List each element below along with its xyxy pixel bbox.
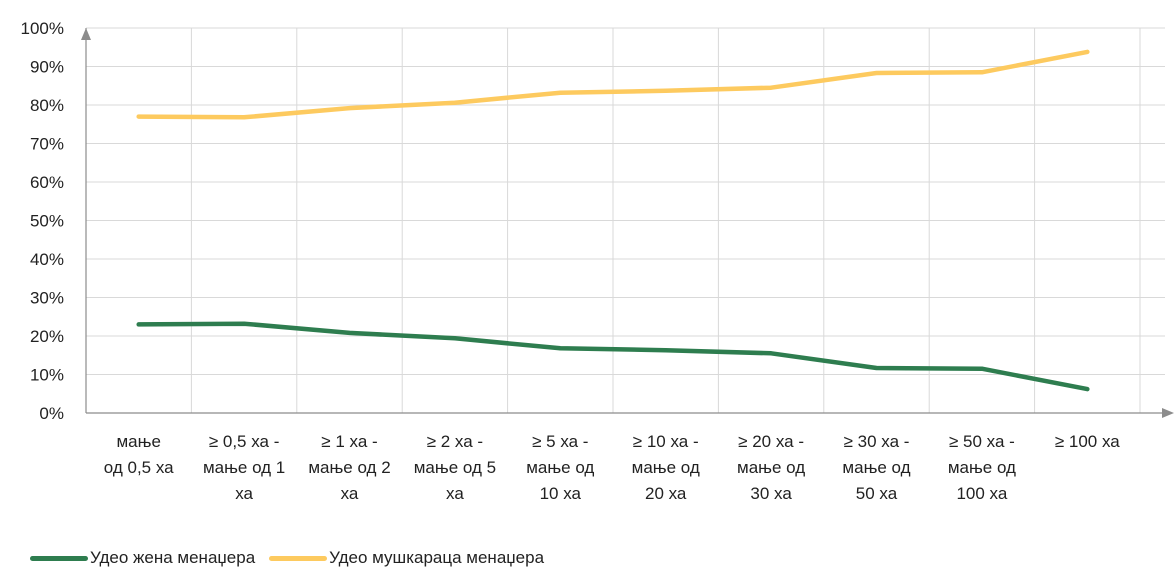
data-point (242, 321, 247, 326)
legend: Удео жена менаџера Удео мушкараца менаџе… (30, 548, 558, 568)
legend-item-women: Удео жена менаџера (30, 548, 255, 568)
y-tick-label: 0% (39, 404, 64, 423)
legend-item-men: Удео мушкараца менаџера (269, 548, 544, 568)
y-tick-label: 100% (21, 19, 64, 38)
y-tick-label: 90% (30, 58, 64, 77)
data-point (663, 348, 668, 353)
data-point (136, 322, 141, 327)
y-tick-label: 10% (30, 366, 64, 385)
x-category-label: мање од 0,5 ха (104, 432, 174, 477)
x-category-label-line: мање од 1 (203, 458, 285, 477)
x-category-label-line: ≥ 2 ха - (427, 432, 483, 451)
x-category-label-line: мање од (632, 458, 700, 477)
data-point (979, 70, 984, 75)
x-category-label-line: 30 ха (750, 484, 792, 503)
y-tick-label: 80% (30, 96, 64, 115)
x-category-label-line: ≥ 0,5 ха - (209, 432, 280, 451)
x-category-label-line: ха (341, 484, 359, 503)
y-tick-label: 70% (30, 135, 64, 154)
x-category-label-line: ха (235, 484, 253, 503)
x-category-label-line: мање од (842, 458, 910, 477)
data-point (1085, 49, 1090, 54)
x-axis-arrow (1162, 408, 1174, 418)
x-category-label-line: мање од (737, 458, 805, 477)
data-point (1085, 387, 1090, 392)
data-point (452, 336, 457, 341)
x-category-label-line: мање од (526, 458, 594, 477)
y-tick-label: 60% (30, 173, 64, 192)
x-category-label: ≥ 2 ха - мање од 5 ха (414, 432, 496, 503)
x-category-label: ≥ 5 ха - мање од 10 ха (526, 432, 594, 503)
x-category-label-line: мање од (948, 458, 1016, 477)
x-category-label-line: ≥ 50 ха - (949, 432, 1015, 451)
x-category-label: ≥ 10 ха - мање од 20 ха (632, 432, 700, 503)
x-category-label-line: 50 ха (856, 484, 898, 503)
data-point (452, 100, 457, 105)
legend-label-women: Удео жена менаџера (90, 548, 256, 567)
x-category-label-line: мање од 2 (308, 458, 390, 477)
x-category-label-line: ≥ 30 ха - (844, 432, 910, 451)
data-point (242, 115, 247, 120)
data-point (136, 114, 141, 119)
x-category-label-line: 100 ха (956, 484, 1007, 503)
data-point (558, 90, 563, 95)
x-category-label-line: мање од 5 (414, 458, 496, 477)
x-category-label-line: ≥ 1 ха - (321, 432, 377, 451)
data-point (558, 346, 563, 351)
data-point (347, 330, 352, 335)
y-tick-label: 20% (30, 327, 64, 346)
data-point (347, 106, 352, 111)
data-point (874, 71, 879, 76)
x-category-label: ≥ 50 ха - мање од 100 ха (948, 432, 1016, 503)
series-line-women (136, 321, 1090, 392)
y-tick-label: 40% (30, 250, 64, 269)
data-point (663, 88, 668, 93)
x-category-label: ≥ 0,5 ха - мање од 1 ха (203, 432, 285, 503)
series-line-men (136, 49, 1090, 120)
x-category-label-line: ≥ 100 ха (1055, 432, 1120, 451)
y-axis-arrow (81, 28, 91, 40)
x-category-label: ≥ 100 ха (1055, 432, 1120, 451)
data-point (769, 85, 774, 90)
x-category-label-line: 20 ха (645, 484, 687, 503)
x-category-label: ≥ 1 ха - мање од 2 ха (308, 432, 390, 503)
data-point (979, 366, 984, 371)
x-category-label-line: ≥ 5 ха - (532, 432, 588, 451)
x-category-label: ≥ 20 ха - мање од 30 ха (737, 432, 805, 503)
x-category-label-line: ха (446, 484, 464, 503)
x-category-label-line: од 0,5 ха (104, 458, 174, 477)
data-point (769, 351, 774, 356)
legend-label-men: Удео мушкараца менаџера (329, 548, 545, 567)
x-category-label-line: мање (116, 432, 160, 451)
x-category-label-line: 10 ха (540, 484, 582, 503)
legend-swatch-men (269, 555, 328, 561)
legend-swatch-women (30, 555, 88, 561)
line-chart: 0% 10% 20% 30% 40% 50% 60% 70% 80% 90% 100% мање од … (21, 19, 1174, 503)
data-point (874, 365, 879, 370)
y-tick-label: 50% (30, 212, 64, 231)
x-category-label-line: ≥ 10 ха - (633, 432, 699, 451)
x-category-label: ≥ 30 ха - мање од 50 ха (842, 432, 910, 503)
x-category-label-line: ≥ 20 ха - (738, 432, 804, 451)
y-tick-label: 30% (30, 289, 64, 308)
